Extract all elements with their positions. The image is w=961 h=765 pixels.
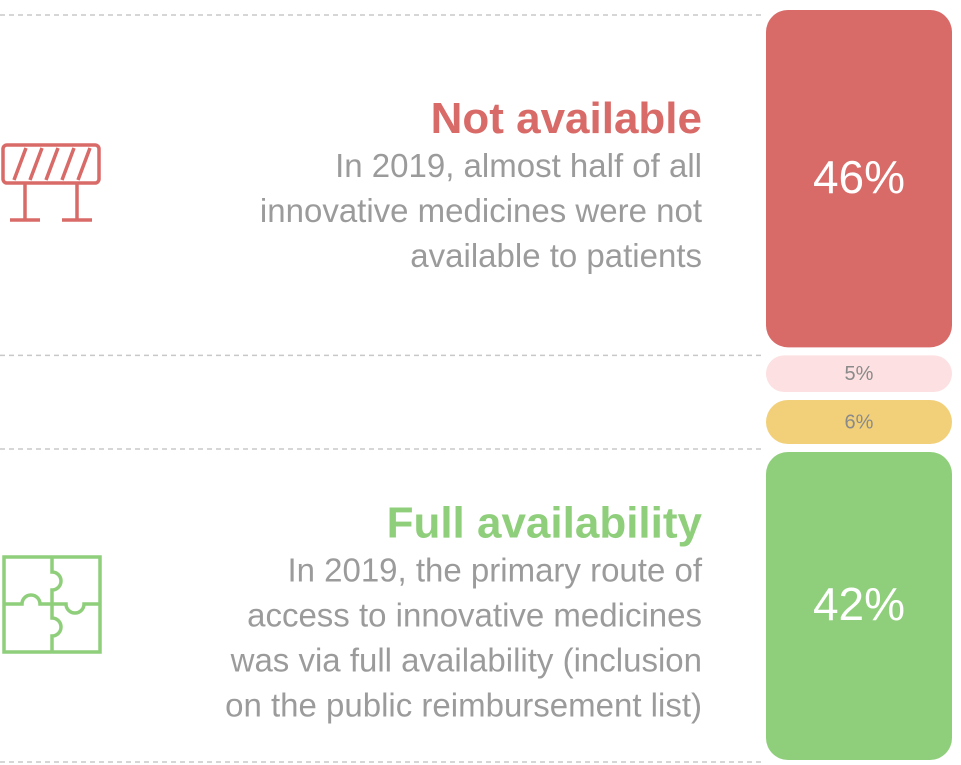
value-label: 6% bbox=[845, 411, 874, 433]
annotation-text: In 2019, almost half of all bbox=[335, 147, 702, 184]
bar-segment bbox=[766, 400, 952, 444]
annotation-text: innovative medicines were not bbox=[260, 192, 702, 229]
annotation-text: available to patients bbox=[410, 237, 702, 274]
bar-segment bbox=[766, 452, 952, 760]
bar-segment bbox=[766, 355, 952, 392]
value-label: 46% bbox=[813, 151, 905, 203]
annotation-text: In 2019, the primary route of bbox=[287, 552, 702, 589]
value-label: 42% bbox=[813, 578, 905, 630]
annotation-text: was via full availability (inclusion bbox=[230, 642, 702, 679]
annotation-text: access to innovative medicines bbox=[247, 597, 702, 634]
value-label: 5% bbox=[845, 363, 874, 385]
puzzle-icon bbox=[2, 555, 102, 654]
bar-segment bbox=[766, 10, 952, 348]
barrier-icon bbox=[1, 143, 101, 222]
annotation-title: Not available bbox=[431, 94, 702, 143]
annotation-text: on the public reimbursement list) bbox=[225, 687, 702, 724]
annotation-title: Full availability bbox=[387, 499, 703, 548]
